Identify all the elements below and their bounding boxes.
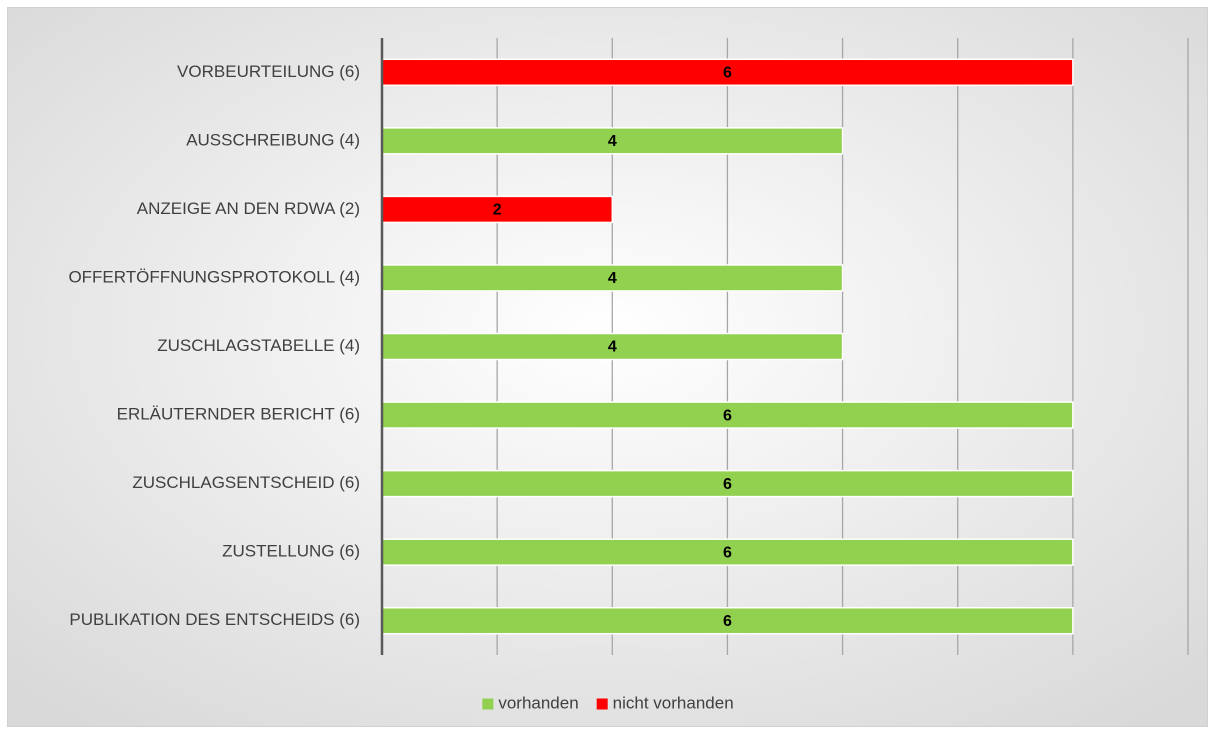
bar (381, 127, 844, 155)
bar (381, 58, 1074, 87)
y-tick-label: AUSSCHREIBUNG (4) (186, 130, 360, 149)
y-tick-label: PUBLIKATION DES ENTSCHEIDS (6) (69, 610, 360, 629)
bar (381, 264, 844, 292)
bar (381, 469, 1074, 498)
legend-label: nicht vorhanden (613, 693, 734, 712)
bar (381, 606, 1074, 635)
y-tick-label: ZUSTELLUNG (6) (222, 542, 360, 561)
y-tick-label: ZUSCHLAGSENTSCHEID (6) (132, 473, 360, 492)
data-label: 6 (723, 613, 732, 630)
legend: vorhanden nicht vorhanden (482, 693, 734, 712)
y-tick-label: VORBEURTEILUNG (6) (177, 62, 360, 81)
data-label: 6 (723, 407, 732, 424)
y-tick-label: ERLÄUTERNDER BERICHT (6) (117, 405, 360, 424)
bar (381, 332, 844, 361)
data-label: 4 (608, 339, 617, 356)
y-tick-label: ANZEIGE AN DEN RDWA (2) (137, 199, 360, 218)
bar (381, 538, 1074, 566)
y-tick-label: OFFERTÖFFNUNGSPROTOKOLL (4) (68, 267, 360, 286)
data-label: 2 (493, 202, 502, 219)
legend-label: vorhanden (498, 693, 578, 712)
bar (381, 195, 614, 224)
y-tick-label: ZUSCHLAGSTABELLE (4) (157, 336, 360, 355)
legend-swatch (596, 698, 608, 710)
data-label: 6 (723, 64, 732, 81)
data-label: 4 (608, 270, 617, 287)
data-label: 4 (608, 133, 617, 150)
legend-swatch (482, 698, 494, 710)
data-label: 6 (723, 544, 732, 561)
data-label: 6 (723, 476, 732, 493)
bar (381, 401, 1074, 429)
